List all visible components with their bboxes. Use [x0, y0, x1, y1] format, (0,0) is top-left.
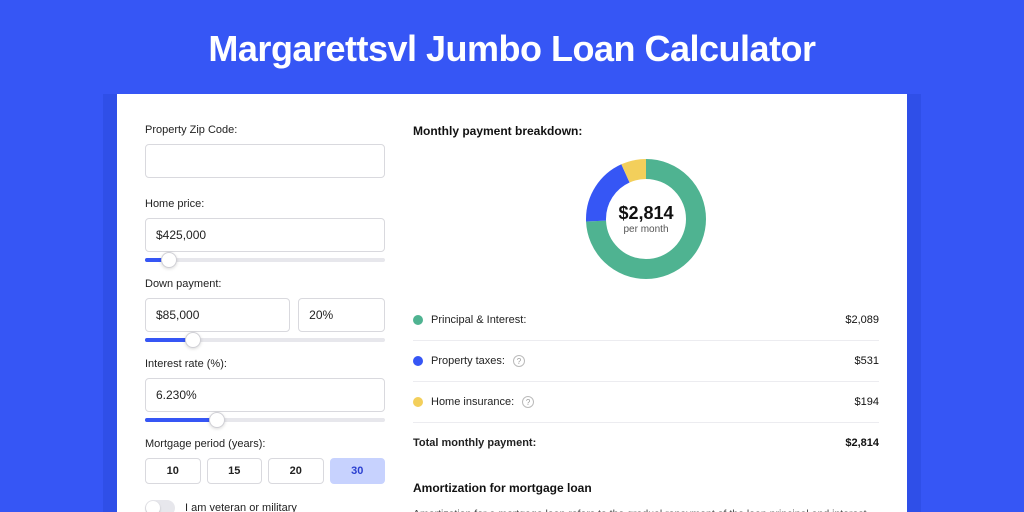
- period-btn-20[interactable]: 20: [268, 458, 324, 484]
- veteran-label: I am veteran or military: [185, 502, 297, 512]
- breakdown-title: Monthly payment breakdown:: [413, 124, 879, 138]
- home-price-input[interactable]: [145, 218, 385, 252]
- breakdown-column: Monthly payment breakdown: $2,814 per mo…: [413, 124, 879, 512]
- legend-value: $2,089: [845, 314, 879, 326]
- home-price-slider[interactable]: [145, 258, 385, 262]
- legend-dot: [413, 315, 423, 325]
- info-icon[interactable]: ?: [522, 396, 534, 408]
- divider: [413, 422, 879, 423]
- interest-rate-slider[interactable]: [145, 418, 385, 422]
- period-btn-15[interactable]: 15: [207, 458, 263, 484]
- form-column: Property Zip Code: Home price: Down paym…: [145, 124, 385, 512]
- page-title: Margarettsvl Jumbo Loan Calculator: [0, 0, 1024, 94]
- interest-rate-input[interactable]: [145, 378, 385, 412]
- total-label: Total monthly payment:: [413, 437, 536, 449]
- interest-rate-label: Interest rate (%):: [145, 358, 385, 370]
- legend-label: Home insurance:: [431, 396, 514, 408]
- legend-label: Principal & Interest:: [431, 314, 526, 326]
- legend-dot: [413, 397, 423, 407]
- down-payment-label: Down payment:: [145, 278, 385, 290]
- zip-label: Property Zip Code:: [145, 124, 385, 136]
- period-btn-30[interactable]: 30: [330, 458, 386, 484]
- legend-label: Property taxes:: [431, 355, 505, 367]
- legend-row: Property taxes:? $531: [413, 345, 879, 377]
- legend-row: Home insurance:? $194: [413, 386, 879, 418]
- divider: [413, 340, 879, 341]
- veteran-row: I am veteran or military: [145, 500, 385, 512]
- interest-rate-group: Interest rate (%):: [145, 358, 385, 422]
- mortgage-period-group: Mortgage period (years): 10152030: [145, 438, 385, 484]
- mortgage-period-label: Mortgage period (years):: [145, 438, 385, 450]
- donut-center-sub: per month: [618, 224, 673, 235]
- legend-value: $531: [855, 355, 879, 367]
- info-icon[interactable]: ?: [513, 355, 525, 367]
- payment-donut-chart: $2,814 per month: [581, 154, 711, 284]
- total-value: $2,814: [845, 437, 879, 449]
- legend-value: $194: [855, 396, 879, 408]
- amortization-text: Amortization for a mortgage loan refers …: [413, 507, 879, 512]
- home-price-group: Home price:: [145, 198, 385, 262]
- calculator-card: Property Zip Code: Home price: Down paym…: [117, 94, 907, 512]
- down-payment-amount-input[interactable]: [145, 298, 290, 332]
- amortization-title: Amortization for mortgage loan: [413, 481, 879, 495]
- zip-input[interactable]: [145, 144, 385, 178]
- down-payment-slider[interactable]: [145, 338, 385, 342]
- down-payment-percent-input[interactable]: [298, 298, 385, 332]
- period-btn-10[interactable]: 10: [145, 458, 201, 484]
- donut-center-value: $2,814: [618, 203, 673, 224]
- legend-dot: [413, 356, 423, 366]
- total-row: Total monthly payment: $2,814: [413, 427, 879, 459]
- down-payment-group: Down payment:: [145, 278, 385, 342]
- legend-row: Principal & Interest: $2,089: [413, 304, 879, 336]
- home-price-label: Home price:: [145, 198, 385, 210]
- divider: [413, 381, 879, 382]
- veteran-toggle[interactable]: [145, 500, 175, 512]
- zip-group: Property Zip Code:: [145, 124, 385, 182]
